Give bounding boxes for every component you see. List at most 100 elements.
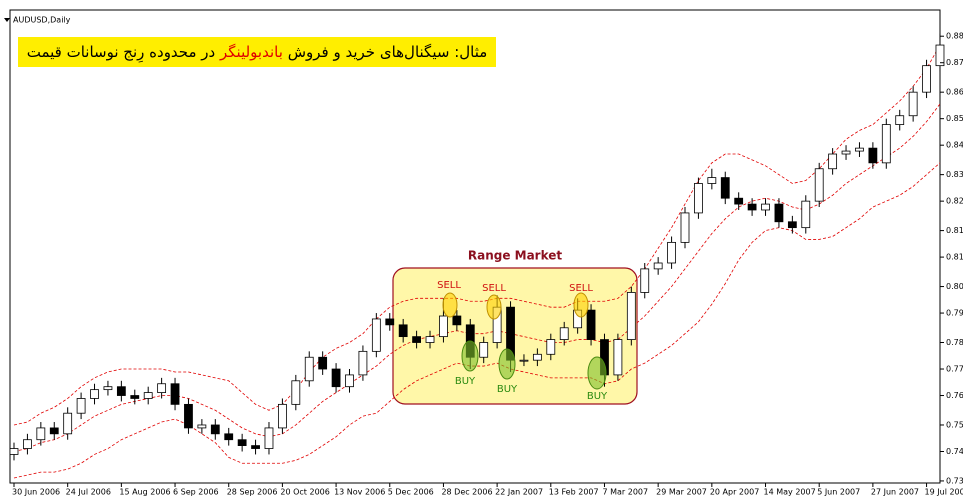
buy-label: BUY [587,391,608,402]
symbol-title: AUDUSD,Daily [13,16,71,25]
y-tick-label: 0.829 [946,197,963,206]
candle-body [680,212,690,243]
candle-body [76,398,86,414]
candle-body [774,203,784,223]
y-tick-label: 0.763 [946,391,963,400]
candle-body [908,91,918,117]
candle-body [747,203,757,211]
candle-body [828,153,838,170]
candle-body [922,65,931,93]
x-tick-label: 19 Jul 2007 [925,488,963,497]
signals: SELL SELL SELL BUY BUY BUY [437,280,608,402]
menu-icon [4,18,10,22]
bollinger-lower [13,162,941,479]
candle-body [425,336,435,343]
candle-body [23,439,32,449]
candle-body [613,339,623,376]
buy-marker [461,340,479,372]
candle-body [358,350,368,376]
y-tick-label: 0.772 [946,365,963,374]
candle-body [371,318,381,352]
x-tick-label: 27 Jun 2007 [871,488,919,497]
y-tick-label: 0.744 [946,447,963,456]
headline-highlight: باندبولینگر [220,43,283,61]
candle-body [720,177,730,199]
candle-body [586,309,596,340]
candle-body [707,177,717,184]
candle-body [479,342,489,358]
range-label: Range Market [468,249,563,263]
candle-body [412,336,422,343]
candle-body [264,427,274,449]
candle-body [277,403,287,429]
sell-marker [486,294,502,320]
x-tick-label: 22 Jan 2007 [495,488,543,497]
candle-body [519,359,529,362]
bollinger-upper [13,44,941,426]
y-tick-label: 0.876 [946,58,963,67]
candle-body [653,262,663,270]
candle-body [130,395,140,399]
x-tick-label: 5 Jun 2007 [817,488,860,497]
y-tick-label: 0.753 [946,420,963,429]
candle-body [439,315,448,338]
sell-label: SELL [482,283,506,294]
buy-label: BUY [455,376,476,387]
candle-body [761,203,770,211]
candle-body [694,183,703,214]
y-tick-label: 0.838 [946,170,963,179]
candle-body [452,315,462,326]
candle-body [90,389,99,399]
x-tick-label: 28 Dec 2006 [441,488,492,497]
x-tick-label: 13 Feb 2007 [549,488,599,497]
candle-body [304,356,314,382]
y-tick-label: 0.781 [946,338,963,347]
candle-body [103,386,113,391]
headline: مثال: سیگنال‌های خرید و فروش باندبولینگر… [18,37,496,67]
candle-body [881,124,891,164]
candle-body [895,115,905,125]
y-tick-label: 0.800 [946,282,963,291]
candle-body [331,368,341,388]
y-tick-label: 0.819 [946,226,963,235]
x-tick-label: 24 Jul 2006 [66,488,111,497]
candle-body [49,427,59,435]
candle-body [157,383,167,393]
x-tick-label: 5 Dec 2006 [388,488,434,497]
candle-body [640,268,650,293]
sell-label: SELL [569,283,593,294]
x-tick-label: 14 May 2007 [764,488,816,497]
y-tick-label: 0.734 [946,476,963,485]
candle-body [210,424,220,435]
candle-body [801,200,811,229]
candle-body [345,374,354,388]
candle-body [667,241,676,264]
x-tick-label: 15 Aug 2006 [119,488,170,497]
candle-body [184,403,193,429]
candle-body [318,356,328,370]
x-tick-label: 20 Oct 2006 [280,488,329,497]
candle-body [63,412,73,435]
x-tick-label: 13 Nov 2006 [334,488,385,497]
candle-body [935,44,945,67]
candle-body [787,221,797,229]
x-tick-label: 7 Mar 2007 [602,488,648,497]
candle-body [143,392,153,399]
x-tick-label: 20 Apr 2007 [710,488,759,497]
candle-body [237,439,247,446]
candle-body [841,150,851,155]
candle-body [36,427,46,441]
y-tick-label: 0.791 [946,309,963,318]
y-tick-label: 0.857 [946,114,963,123]
x-tick-label: 29 Mar 2007 [656,488,707,497]
y-tick-label: 0.885 [946,32,963,41]
sell-marker [442,292,458,318]
candle-body [868,147,878,164]
x-tick-label: 30 Jun 2006 [12,488,60,497]
candle-body [532,353,542,361]
candle-body [546,339,556,355]
candle-body [9,448,19,455]
candle-body [855,147,864,152]
